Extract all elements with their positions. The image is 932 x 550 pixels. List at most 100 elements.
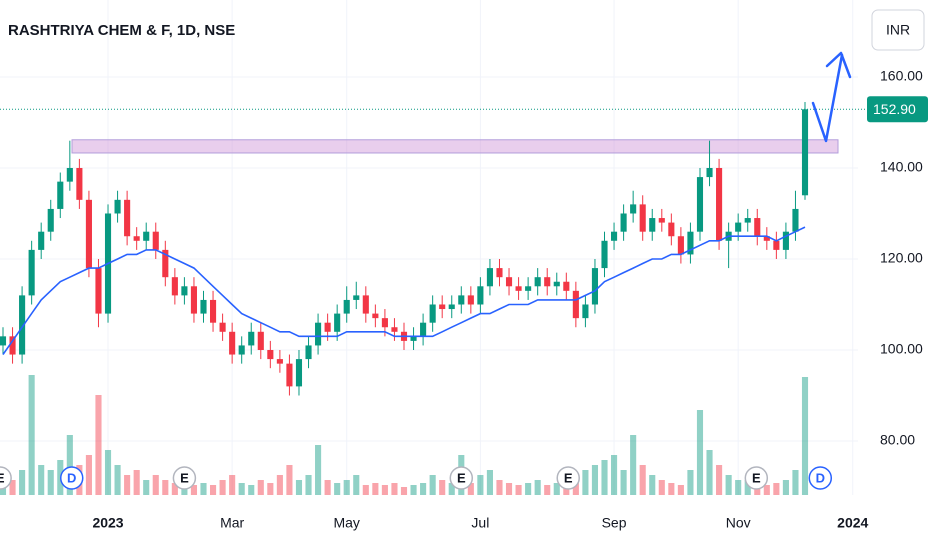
volume-bar: [85, 455, 92, 495]
volume-bar: [610, 455, 618, 495]
event-label: D: [816, 470, 825, 485]
candle-body: [114, 199, 121, 214]
chart-title: RASHTRIYA CHEM & F, 1D, NSE: [8, 22, 235, 39]
candle-body: [668, 222, 675, 237]
volume-bar: [353, 475, 360, 495]
candle-body: [696, 177, 704, 232]
candle-body: [28, 249, 35, 296]
volume-bar: [66, 435, 73, 495]
volume-bar: [133, 470, 140, 495]
event-marker: [556, 466, 580, 490]
candle-body: [439, 304, 446, 310]
candle-body: [525, 286, 532, 291]
x-tick-label: Mar: [220, 515, 244, 531]
volume-bar: [229, 475, 236, 495]
arrow-line: [811, 53, 844, 143]
y-tick-label: 140.00: [880, 159, 923, 175]
candle-body: [773, 240, 780, 250]
y-tick-label: 160.00: [880, 68, 923, 84]
candle-body: [801, 109, 809, 196]
volume-bar: [391, 483, 398, 495]
candle-body: [171, 277, 178, 296]
volume-bar: [381, 485, 388, 495]
volume-bar: [114, 465, 121, 495]
candle-body: [563, 281, 570, 291]
candle-body: [754, 218, 761, 237]
volume-bar: [773, 483, 780, 495]
candle-body: [305, 345, 312, 360]
candle-body: [38, 231, 45, 250]
event-marker: [59, 466, 84, 490]
x-tick-label: 2023: [92, 515, 123, 531]
candle-body: [572, 290, 579, 319]
volume-bar: [362, 485, 369, 495]
volume-bar: [372, 483, 379, 495]
currency-box[interactable]: [871, 9, 925, 51]
volume-bar: [735, 480, 742, 495]
candle-body: [782, 231, 789, 250]
volume-bar: [801, 377, 809, 495]
candle-body: [505, 277, 513, 287]
candle-body: [496, 268, 503, 278]
candle-body: [257, 331, 264, 350]
currency-label[interactable]: INR: [886, 22, 910, 38]
candle-body: [744, 218, 751, 223]
last-price-box: [867, 96, 928, 123]
x-tick-label: Nov: [726, 515, 751, 531]
candle-body: [620, 213, 627, 232]
volume-bar: [544, 485, 551, 495]
volume-bar: [591, 465, 599, 495]
x-tick-label: Sep: [602, 515, 627, 531]
candle-body: [66, 167, 73, 182]
candle-body: [515, 286, 522, 291]
candle-body: [467, 295, 474, 305]
event-label: E: [457, 470, 466, 485]
volume-bar: [725, 475, 732, 495]
volume-bar: [9, 480, 16, 495]
volume-bar: [448, 483, 455, 495]
event-marker: [0, 466, 12, 490]
volume-bar: [248, 485, 255, 495]
candle-body: [601, 240, 608, 269]
volume-bar: [143, 480, 150, 495]
candle-body: [133, 236, 140, 241]
candle-body: [792, 208, 799, 232]
y-tick-label: 80.00: [880, 432, 915, 448]
volume-layer: [0, 375, 809, 495]
candle-body: [57, 181, 64, 209]
volume-bar: [152, 475, 159, 495]
candle-body: [448, 304, 455, 310]
candle-body: [19, 295, 26, 355]
event-marker: [744, 466, 769, 490]
volume-bar: [582, 470, 589, 495]
volume-bar: [658, 480, 665, 495]
volume-bar: [429, 475, 436, 495]
candle-body: [276, 359, 283, 364]
candle-body: [706, 167, 713, 178]
volume-bar: [295, 480, 303, 495]
volume-bar: [620, 470, 627, 495]
candle-body: [181, 286, 188, 296]
candle-body: [649, 218, 656, 232]
volume-bar: [744, 480, 751, 495]
candle-body: [687, 231, 694, 255]
event-label: E: [180, 470, 189, 485]
resistance-zone: [71, 139, 839, 154]
volume-bar: [649, 475, 656, 495]
volume-bar: [601, 460, 608, 495]
x-tick-label: May: [333, 515, 359, 531]
volume-bar: [400, 487, 408, 495]
candle-body: [610, 231, 618, 241]
volume-bar: [467, 483, 474, 495]
candle-body: [343, 299, 350, 314]
volume-bar: [28, 375, 35, 495]
volume-bar: [696, 410, 704, 495]
volume-bar: [687, 470, 694, 495]
candle-body: [553, 281, 560, 287]
volume-bar: [486, 470, 493, 495]
candle-body: [658, 218, 665, 223]
volume-bar: [286, 465, 293, 495]
